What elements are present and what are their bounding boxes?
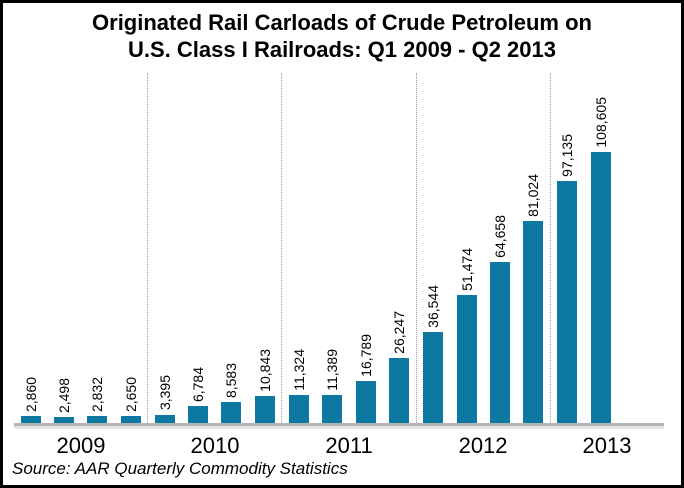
year-group-2012: 36,544 51,474 64,658 81,024 (415, 73, 550, 423)
bar-slot: 8,583 (215, 73, 248, 423)
year-axis: 2009 2010 2011 2012 2013 (14, 433, 664, 459)
bar-value-label: 3,395 (156, 375, 173, 411)
bar (590, 152, 611, 423)
year-group-2009: 2,860 2,498 2,832 2,650 (14, 73, 147, 423)
bar-slot: 108,605 (584, 73, 617, 423)
bar (188, 406, 209, 423)
chart-title-line2: U.S. Class I Railroads: Q1 2009 - Q2 201… (128, 37, 556, 62)
bar (289, 394, 310, 423)
plot-area: 2,860 2,498 2,832 2,650 3,395 6,784 8,583 10,84… (14, 73, 664, 423)
bar-value-label: 10,843 (256, 349, 273, 392)
bar-value-label: 36,544 (425, 284, 442, 328)
bar-slot: 2,860 (14, 73, 47, 423)
bar-slot: 51,474 (450, 73, 483, 423)
bar (456, 294, 477, 423)
year-label: 2009 (56, 433, 106, 458)
year-label: 2010 (190, 433, 240, 458)
bar (322, 394, 343, 423)
year-group-2010: 3,395 6,784 8,583 10,843 (147, 73, 281, 423)
bar (87, 415, 108, 423)
bar (423, 331, 444, 423)
bar-value-label: 6,784 (190, 367, 207, 403)
bar-slot: 11,389 (316, 73, 349, 423)
x-axis-line (14, 423, 664, 429)
bar-slot: 2,498 (47, 73, 80, 423)
bar-slot: 2,832 (81, 73, 114, 423)
bar-value-label: 16,789 (357, 334, 374, 378)
bar-value-label: 2,650 (122, 377, 139, 413)
bar-slot: 3,395 (148, 73, 181, 423)
bar (557, 180, 578, 423)
bar-value-label: 108,605 (592, 97, 609, 148)
bar (489, 261, 510, 423)
bar-value-label: 2,498 (55, 377, 72, 413)
chart-title: Originated Rail Carloads of Crude Petrol… (3, 9, 681, 63)
bar-value-label: 2,832 (89, 376, 106, 412)
bar-value-label: 11,389 (324, 348, 341, 391)
bar-value-label: 81,024 (525, 173, 542, 217)
bar-value-label: 2,860 (22, 376, 39, 412)
chart-title-line1: Originated Rail Carloads of Crude Petrol… (92, 10, 592, 35)
bar-value-label: 51,474 (458, 247, 475, 291)
bar (523, 220, 544, 423)
bar-value-label: 64,658 (491, 214, 508, 258)
year-label: 2012 (458, 433, 508, 458)
bar (53, 416, 74, 423)
year-group-2011: 11,324 11,389 16,789 26,247 (281, 73, 415, 423)
bar (254, 395, 275, 423)
bar (154, 414, 175, 423)
bar (388, 357, 409, 423)
bar (355, 381, 376, 423)
year-group-2013: 97,135 108,605 (549, 73, 664, 423)
source-text: Source: AAR Quarterly Commodity Statisti… (12, 459, 348, 478)
year-label: 2011 (325, 433, 373, 458)
bar-value-label: 97,135 (559, 133, 576, 177)
bar-slot: 11,324 (282, 73, 315, 423)
bar-slot: 16,789 (349, 73, 382, 423)
bar-slot: 10,843 (248, 73, 281, 423)
bar-slot: 64,658 (483, 73, 516, 423)
bar-slot: 2,650 (114, 73, 147, 423)
chart-area: 2,860 2,498 2,832 2,650 3,395 6,784 8,583 10,84… (14, 73, 664, 459)
bar-slot: 6,784 (182, 73, 215, 423)
bar-slot: 26,247 (382, 73, 415, 423)
year-label: 2013 (582, 433, 632, 458)
bar (120, 416, 141, 423)
bar-value-label: 26,247 (390, 310, 407, 354)
plot-trailing-space (617, 73, 664, 423)
bar (20, 415, 41, 423)
bar-value-label: 11,324 (291, 348, 308, 391)
bar-value-label: 8,583 (223, 362, 240, 398)
bar-slot: 81,024 (517, 73, 550, 423)
bar-slot: 97,135 (551, 73, 584, 423)
bar (221, 401, 242, 423)
bar-slot: 36,544 (417, 73, 450, 423)
